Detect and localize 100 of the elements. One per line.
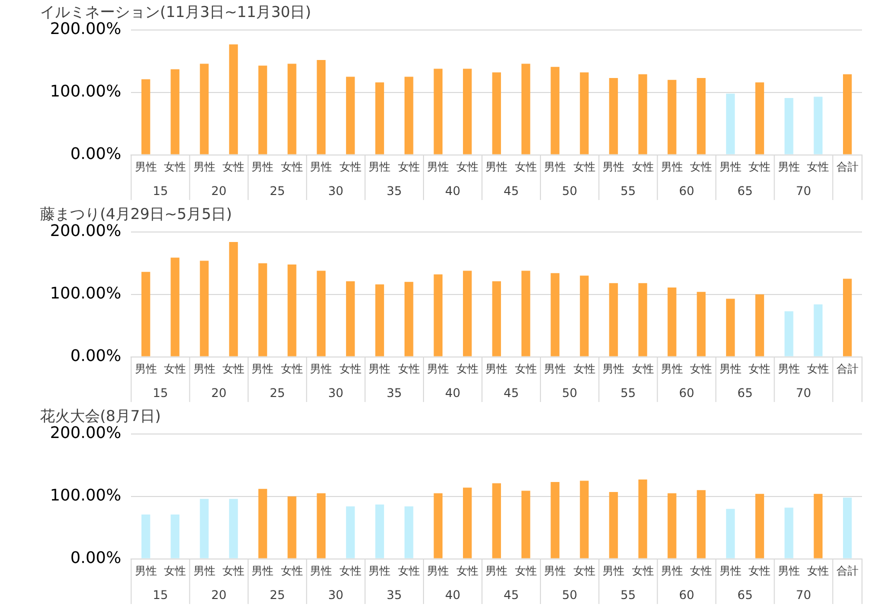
x-tick-label: 女性 xyxy=(573,160,596,174)
bar xyxy=(141,514,150,558)
y-tick-label: 100.00% xyxy=(50,284,122,303)
text: 45 xyxy=(504,184,519,198)
bar xyxy=(580,72,589,154)
bar xyxy=(288,264,296,356)
bar xyxy=(170,514,180,558)
y-tick-label: 0.00% xyxy=(70,346,122,365)
x-tick-label: 男性 xyxy=(544,564,566,578)
x-tick-label: 男性 xyxy=(252,362,274,376)
bar xyxy=(258,488,268,558)
x-tick-label: 男性 xyxy=(368,160,391,174)
bar xyxy=(550,66,560,154)
text: 60 xyxy=(678,386,694,400)
x-tick-label: 男性 xyxy=(193,564,216,578)
text: 25 xyxy=(270,588,285,602)
x-tick-label: 男性 xyxy=(134,160,157,174)
x-tick-label: 男性 xyxy=(427,564,450,578)
text: 55 xyxy=(620,588,636,602)
text: 40 xyxy=(445,588,460,602)
x-tick-label: 合計 xyxy=(836,564,858,578)
x-tick-label: 男性 xyxy=(602,160,625,174)
bar xyxy=(170,69,180,154)
bar xyxy=(726,508,735,558)
bar xyxy=(843,278,852,356)
text: 35 xyxy=(386,386,402,400)
x-tick-label: 女性 xyxy=(280,564,303,578)
x-tick-label: 男性 xyxy=(719,362,742,376)
bar xyxy=(434,68,443,154)
bar xyxy=(814,494,823,558)
bar xyxy=(814,96,823,154)
bar xyxy=(609,283,618,356)
x-tick-label: 女性 xyxy=(339,564,362,578)
bar xyxy=(462,68,472,154)
bar xyxy=(755,494,764,558)
text: 45 xyxy=(504,588,519,602)
x-tick-label: 男性 xyxy=(252,160,274,174)
x-tick-label: 女性 xyxy=(690,362,712,376)
x-tick-label: 男性 xyxy=(427,362,450,376)
x-tick-label: 男性 xyxy=(134,564,157,578)
y-tick-label: 0.00% xyxy=(70,144,122,163)
bar xyxy=(638,74,648,154)
x-tick-label: 女性 xyxy=(514,564,537,578)
bar xyxy=(229,44,238,154)
text: 60 xyxy=(678,588,694,602)
x-tick-label: 男性 xyxy=(310,160,332,174)
x-tick-label: 男性 xyxy=(193,160,216,174)
text: 70 xyxy=(796,588,812,602)
text: 30 xyxy=(328,184,344,198)
bar xyxy=(200,260,209,356)
x-tick-label: 男性 xyxy=(602,564,625,578)
bar xyxy=(814,304,823,356)
text: 60 xyxy=(678,184,694,198)
text: 35 xyxy=(386,184,402,198)
text: 25 xyxy=(270,386,285,400)
y-tick-label: 200.00% xyxy=(50,19,122,38)
bar xyxy=(668,493,676,558)
y-tick-label: 100.00% xyxy=(50,82,122,101)
bar xyxy=(550,482,560,558)
x-tick-label: 女性 xyxy=(339,362,362,376)
x-tick-label: 女性 xyxy=(514,160,537,174)
bar xyxy=(784,508,794,558)
bar xyxy=(521,64,530,154)
bar xyxy=(258,66,268,154)
bar xyxy=(492,72,501,154)
text: 50 xyxy=(562,386,578,400)
text: 20 xyxy=(211,184,227,198)
x-tick-label: 女性 xyxy=(222,362,244,376)
x-tick-label: 女性 xyxy=(573,362,596,376)
bar xyxy=(375,284,384,356)
x-tick-label: 男性 xyxy=(660,160,683,174)
x-tick-label: 合計 xyxy=(836,160,858,174)
bar xyxy=(668,288,676,356)
x-tick-label: 男性 xyxy=(427,160,450,174)
x-tick-label: 合計 xyxy=(836,362,858,376)
bar xyxy=(550,273,560,356)
x-tick-label: 男性 xyxy=(486,160,508,174)
bar xyxy=(141,79,150,154)
bar xyxy=(404,506,414,558)
bar xyxy=(668,80,676,154)
bar xyxy=(638,480,648,558)
bar xyxy=(784,311,794,356)
bar xyxy=(843,74,852,154)
x-tick-label: 女性 xyxy=(164,160,186,174)
x-tick-label: 男性 xyxy=(602,362,625,376)
text: 55 xyxy=(620,184,636,198)
x-tick-label: 男性 xyxy=(486,564,508,578)
bar xyxy=(843,498,852,558)
x-tick-label: 男性 xyxy=(778,564,800,578)
x-tick-label: 男性 xyxy=(310,362,332,376)
x-tick-label: 女性 xyxy=(456,564,478,578)
text: 50 xyxy=(562,184,578,198)
chart-title: イルミネーション(11月3日~11月30日) xyxy=(40,2,312,21)
text: 65 xyxy=(737,184,753,198)
bar xyxy=(346,281,355,356)
bar xyxy=(200,64,209,154)
bar xyxy=(346,76,355,154)
bar xyxy=(404,282,414,356)
bar xyxy=(375,82,384,154)
x-tick-label: 女性 xyxy=(748,564,771,578)
